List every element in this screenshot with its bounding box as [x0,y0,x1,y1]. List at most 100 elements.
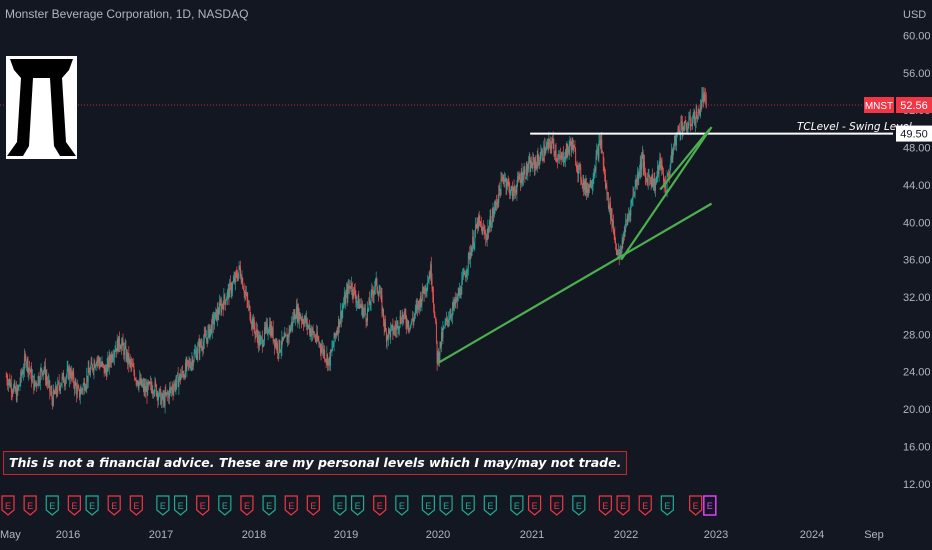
candle-body [371,290,373,292]
svg-text:E: E [200,501,206,511]
earnings-marker[interactable]: E [67,495,81,516]
earnings-marker[interactable]: E [421,495,435,516]
price-axis-panel[interactable] [893,0,932,550]
candle-body [594,170,595,176]
candle-body [241,278,243,283]
candle-body [604,170,606,175]
candle-body [184,362,186,378]
earnings-marker[interactable]: E [156,495,170,516]
earnings-marker[interactable]: E [461,495,475,516]
candle-body [356,301,358,303]
candle-body [185,362,187,370]
candle-body [217,309,219,314]
candle-body [620,251,622,254]
earnings-marker[interactable]: E [173,495,188,516]
earnings-marker[interactable]: E [660,495,674,516]
candle-body [313,331,315,337]
earnings-marker[interactable]: E [689,495,703,516]
earnings-marker[interactable]: E [395,495,409,516]
earnings-marker[interactable]: E [240,495,254,516]
long-trendline-line[interactable] [438,202,713,364]
earnings-marker[interactable]: E [638,495,652,516]
earnings-marker[interactable]: E [218,495,232,516]
earnings-marker[interactable]: E [373,495,387,516]
candle-body [306,318,308,327]
candle-body [322,346,324,354]
candle-body [613,230,615,235]
candle-body [509,192,511,195]
earnings-marker[interactable]: E [306,495,320,516]
candle-body [430,264,432,280]
candle-body [684,121,685,131]
candle-body [194,352,196,354]
candle-body [655,178,657,183]
short-trendline-line[interactable] [620,126,713,261]
candle-body [344,295,346,305]
candle-body [110,354,112,363]
candle-body [683,127,685,131]
candle-body [432,288,434,295]
candle-body [235,272,237,274]
candle-body [291,322,293,326]
earnings-marker[interactable]: E [107,495,121,516]
candle-body [430,264,432,278]
candle-body [316,332,318,340]
candle-body [647,178,648,185]
candle-body [221,304,223,306]
candle-body [227,291,228,299]
candle-body [260,337,262,340]
candle-body [171,387,173,390]
earnings-marker[interactable]: E [350,495,365,516]
candle-body [517,176,519,185]
earnings-marker[interactable]: E [483,495,497,516]
candle-body [395,329,397,330]
candle-body [377,292,379,296]
earnings-marker[interactable]: E [550,495,564,516]
earnings-marker[interactable]: E [284,495,298,516]
candle-body [39,369,41,383]
candle-body [575,151,577,166]
price-axis[interactable]: 60.0056.0052.0048.0044.0040.0036.0032.00… [903,31,931,491]
candle-body [684,121,686,123]
steep-trendline-line[interactable] [659,128,711,191]
candle-body [346,289,348,299]
svg-text:E: E [377,501,383,511]
candle-body [186,360,188,370]
earnings-marker[interactable]: E [129,495,143,516]
candle-body [147,381,149,396]
earnings-marker[interactable]: E [23,495,37,516]
candle-body [287,334,289,343]
candle-body [567,144,569,150]
svg-text:E: E [443,501,449,511]
earnings-marker[interactable]: E [439,495,453,516]
earnings-marker[interactable]: E [527,495,542,516]
earnings-marker[interactable]: E [333,495,347,516]
time-axis[interactable]: May 2016 2017 2018 2019 2020 2021 2022 2023 2024 S… [0,529,884,541]
earnings-marker[interactable]: E [1,495,15,516]
candle-body [101,362,103,366]
candle-body [526,163,528,173]
earnings-marker[interactable]: E [85,495,99,516]
candle-body [647,175,649,185]
candle-body [341,310,343,320]
earnings-marker[interactable]: E [572,495,586,516]
candle-body [98,358,100,363]
earnings-marker[interactable]: E [598,495,612,516]
candle-body [451,316,453,317]
earnings-marker[interactable]: E [616,495,630,516]
earnings-marker[interactable]: E [510,495,524,516]
candle-body [277,343,278,354]
earnings-marker[interactable]: E [262,495,276,516]
earnings-marker[interactable]: E [196,495,210,516]
svg-text:49.50: 49.50 [900,129,928,141]
candle-body [388,328,390,331]
candle-body [666,176,668,192]
earnings-marker[interactable]: E [45,495,59,516]
candle-body [44,365,46,371]
earnings-marker[interactable]: E [703,495,717,516]
candle-body [570,141,572,145]
candle-body [111,354,113,360]
candle-body [689,115,691,120]
candle-body [660,160,662,169]
candle-body [110,360,112,363]
